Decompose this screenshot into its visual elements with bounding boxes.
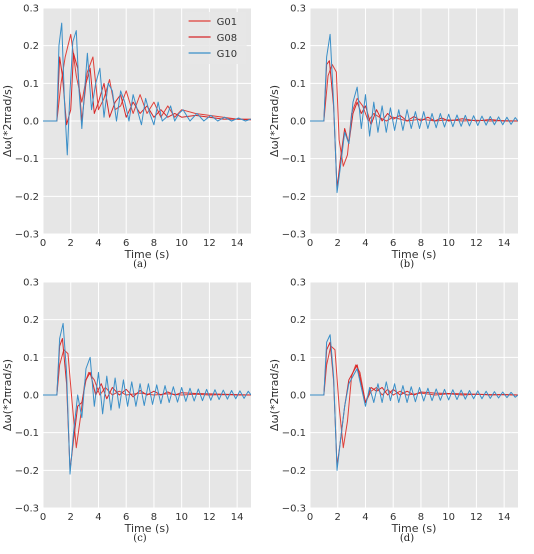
x-tick-label: 2 xyxy=(335,238,341,249)
x-tick-label: 2 xyxy=(68,512,74,523)
series-line-g01 xyxy=(310,345,518,449)
series-line-g10 xyxy=(43,322,251,475)
x-tick-label: 10 xyxy=(175,512,188,523)
panel-4: 0 2 4 6 8 10 12 14 −0.3 −0.2 −0.1 0.0 0.1 0.2 0.3 Time … xyxy=(268,278,518,535)
x-tick-label: 14 xyxy=(231,238,244,249)
legend-label-g08: G08 xyxy=(217,33,237,44)
x-axis-label: Time (s) xyxy=(124,248,170,261)
y-tick-label: 0.1 xyxy=(290,353,306,364)
y-tick-label: 0.2 xyxy=(290,315,306,326)
y-tick-label: 0.3 xyxy=(23,278,39,289)
series-line-g10 xyxy=(310,334,518,471)
x-tick-label: 6 xyxy=(390,512,396,523)
x-tick-label: 12 xyxy=(203,238,216,249)
legend-box xyxy=(184,12,247,64)
y-tick-label: 0.1 xyxy=(23,79,39,90)
series-group xyxy=(43,22,251,156)
y-tick-label: −0.3 xyxy=(15,504,39,515)
y-axis-label: Δω(*2πrad/s) xyxy=(268,359,281,431)
x-tick-label: 4 xyxy=(362,512,368,523)
y-tick-label: −0.1 xyxy=(282,154,306,165)
x-tick-label: 2 xyxy=(68,238,74,249)
x-axis-label: Time (s) xyxy=(124,522,170,535)
x-tick-label: 8 xyxy=(151,512,157,523)
x-tick-label: 12 xyxy=(470,512,483,523)
x-tick-label: 10 xyxy=(175,238,188,249)
x-tick-label: 0 xyxy=(307,512,313,523)
legend-label-g10: G10 xyxy=(217,49,237,60)
y-tick-label: −0.2 xyxy=(15,192,39,203)
x-axis-label: Time (s) xyxy=(391,248,437,261)
legend-label-g01: G01 xyxy=(217,17,237,28)
y-axis-label: Δω(*2πrad/s) xyxy=(1,85,14,157)
x-tick-label: 14 xyxy=(498,512,511,523)
panel-3: 0 2 4 6 8 10 12 14 −0.3 −0.2 −0.1 0.0 0.1 0.2 0.3 Time … xyxy=(1,278,251,535)
y-tick-label: −0.2 xyxy=(15,466,39,477)
y-tick-label: −0.1 xyxy=(15,428,39,439)
series-group xyxy=(310,33,518,194)
x-tick-label: 12 xyxy=(470,238,483,249)
panel-caption-b: (b) xyxy=(399,259,415,270)
y-tick-label: 0.0 xyxy=(23,117,39,128)
x-axis-label: Time (s) xyxy=(391,522,437,535)
panel-caption-d: (d) xyxy=(399,533,415,544)
y-tick-label: 0.2 xyxy=(23,315,39,326)
legend: G01 G08 G10 xyxy=(184,12,247,64)
series-line-g08 xyxy=(43,52,251,126)
y-tick-label: −0.3 xyxy=(15,230,39,241)
y-tick-label: −0.1 xyxy=(282,428,306,439)
x-tick-label: 0 xyxy=(40,238,46,249)
x-tick-label: 8 xyxy=(418,512,424,523)
series-line-g10 xyxy=(310,33,518,194)
x-tick-label: 14 xyxy=(498,238,511,249)
x-tick-label: 0 xyxy=(40,512,46,523)
y-tick-label: 0.3 xyxy=(290,4,306,15)
y-tick-label: 0.3 xyxy=(290,278,306,289)
y-tick-label: 0.2 xyxy=(290,41,306,52)
x-tick-label: 6 xyxy=(123,238,129,249)
panel-2: 0 2 4 6 8 10 12 14 −0.3 −0.2 −0.1 0.0 0.1 0.2 0.3 Time … xyxy=(268,4,518,261)
x-tick-label: 0 xyxy=(307,238,313,249)
x-tick-label: 12 xyxy=(203,512,216,523)
y-tick-label: −0.2 xyxy=(282,466,306,477)
panel-caption-a: (a) xyxy=(133,259,147,270)
y-axis-label: Δω(*2πrad/s) xyxy=(268,85,281,157)
x-tick-label: 4 xyxy=(362,238,368,249)
x-tick-label: 8 xyxy=(418,238,424,249)
series-group xyxy=(310,334,518,471)
x-tick-label: 10 xyxy=(442,238,455,249)
x-tick-label: 6 xyxy=(123,512,129,523)
y-tick-label: −0.3 xyxy=(282,230,306,241)
series-line-g01 xyxy=(310,64,518,167)
panel-caption-c: (c) xyxy=(133,533,147,544)
series-group xyxy=(43,322,251,475)
x-tick-label: 6 xyxy=(390,238,396,249)
y-axis-label: Δω(*2πrad/s) xyxy=(1,359,14,431)
y-tick-label: 0.0 xyxy=(290,391,306,402)
y-tick-label: −0.3 xyxy=(282,504,306,515)
y-tick-label: 0.0 xyxy=(23,391,39,402)
x-tick-label: 10 xyxy=(442,512,455,523)
x-tick-label: 4 xyxy=(95,238,101,249)
y-tick-label: −0.1 xyxy=(15,154,39,165)
x-tick-label: 14 xyxy=(231,512,244,523)
y-tick-label: 0.0 xyxy=(290,117,306,128)
x-tick-label: 8 xyxy=(151,238,157,249)
panel-1: 0 2 4 6 8 10 12 14 −0.3 −0.2 −0.1 0.0 0.1 0.2 0.3 Time … xyxy=(1,4,251,261)
x-tick-label: 4 xyxy=(95,512,101,523)
y-tick-label: 0.1 xyxy=(290,79,306,90)
series-line-g10 xyxy=(43,22,251,156)
y-tick-label: 0.3 xyxy=(23,4,39,15)
y-tick-label: 0.1 xyxy=(23,353,39,364)
y-tick-label: −0.2 xyxy=(282,192,306,203)
x-tick-label: 2 xyxy=(335,512,341,523)
y-tick-label: 0.2 xyxy=(23,41,39,52)
